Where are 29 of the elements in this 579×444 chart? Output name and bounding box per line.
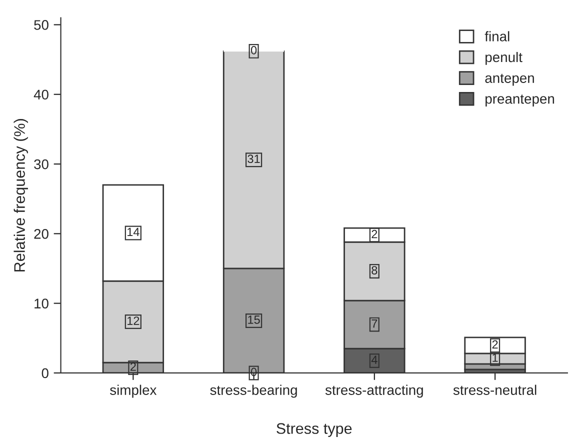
y-tick-label: 20 (34, 229, 48, 239)
y-tick-label: 30 (34, 159, 48, 170)
legend-label: final (484, 31, 510, 42)
legend-label: penult (486, 52, 522, 65)
y-tick-label: 10 (34, 298, 48, 308)
data-label: 0 (250, 368, 257, 376)
y-tick-label: 0 (42, 368, 48, 378)
x-axis-title: Stress type (276, 423, 352, 437)
y-tick-label: 40 (34, 90, 48, 100)
data-label: 8 (372, 266, 378, 274)
data-label: 0 (250, 46, 257, 54)
data-label: 15 (248, 316, 260, 324)
y-axis-title: Relative frequency (%) (14, 119, 28, 272)
data-label: 1 (492, 354, 498, 362)
data-label: 4 (371, 356, 378, 364)
x-tick-label: simplex (110, 384, 157, 398)
data-label: 14 (128, 228, 140, 236)
data-label: 31 (248, 154, 260, 164)
data-label: 2 (492, 340, 498, 348)
data-label: 2 (372, 230, 378, 238)
legend-label: preantepen (486, 94, 554, 107)
x-tick-label: stress-neutral (453, 384, 536, 395)
legend-label: antepen (485, 74, 534, 86)
data-label: 7 (372, 319, 378, 328)
data-label: 12 (128, 316, 140, 325)
y-tick-label: 50 (34, 20, 48, 30)
x-tick-label: stress-attracting (325, 384, 423, 398)
data-label: 2 (130, 362, 136, 371)
x-tick-label: stress-bearing (210, 384, 297, 398)
